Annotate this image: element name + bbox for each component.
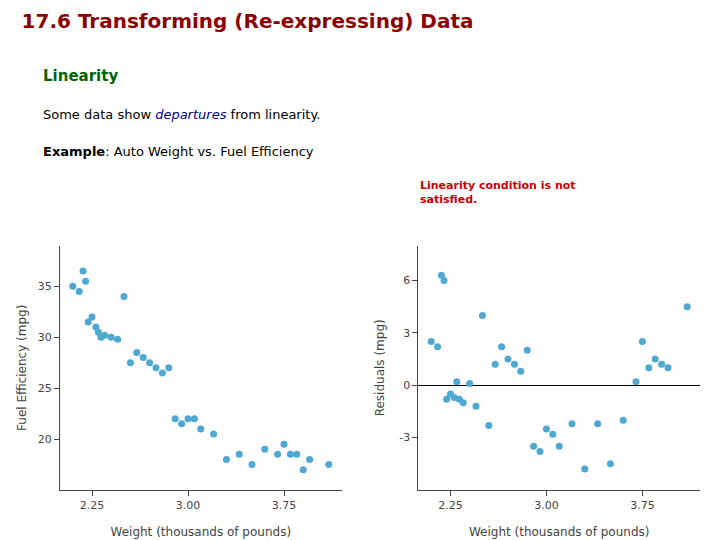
svg-text:Weight (thousands of pounds): Weight (thousands of pounds) xyxy=(469,525,650,539)
svg-text:Weight (thousands of pounds): Weight (thousands of pounds) xyxy=(111,525,292,539)
svg-text:Linearity: Linearity xyxy=(43,67,118,85)
svg-text:Some data show departures from: Some data show departures from linearity… xyxy=(43,107,320,122)
svg-text:Linearity condition is notsati: Linearity condition is notsatisfied. xyxy=(420,179,576,206)
svg-text:20: 20 xyxy=(38,433,52,446)
svg-text:25: 25 xyxy=(38,382,52,395)
svg-text:3: 3 xyxy=(403,327,410,340)
svg-text:17.6 Transforming (Re-expressi: 17.6 Transforming (Re-expressing) Data xyxy=(22,9,474,33)
svg-text:Fuel Efficiency (mpg): Fuel Efficiency (mpg) xyxy=(15,305,29,431)
svg-text:35: 35 xyxy=(38,280,52,293)
svg-text:Example: Auto Weight vs. Fuel: Example: Auto Weight vs. Fuel Efficiency xyxy=(43,144,314,159)
svg-text:30: 30 xyxy=(38,331,52,344)
svg-text:0: 0 xyxy=(403,379,410,392)
svg-text:3.00: 3.00 xyxy=(176,499,201,512)
svg-text:3.75: 3.75 xyxy=(272,499,297,512)
svg-text:2.25: 2.25 xyxy=(80,499,105,512)
svg-text:3.00: 3.00 xyxy=(534,499,559,512)
svg-text:6: 6 xyxy=(403,274,410,287)
svg-text:-3: -3 xyxy=(399,431,410,444)
svg-text:3.75: 3.75 xyxy=(630,499,655,512)
svg-text:Residuals (mpg): Residuals (mpg) xyxy=(373,319,387,416)
svg-text:2.25: 2.25 xyxy=(438,499,463,512)
